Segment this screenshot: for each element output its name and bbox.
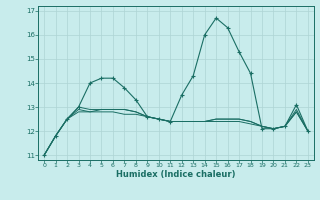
X-axis label: Humidex (Indice chaleur): Humidex (Indice chaleur) (116, 170, 236, 179)
